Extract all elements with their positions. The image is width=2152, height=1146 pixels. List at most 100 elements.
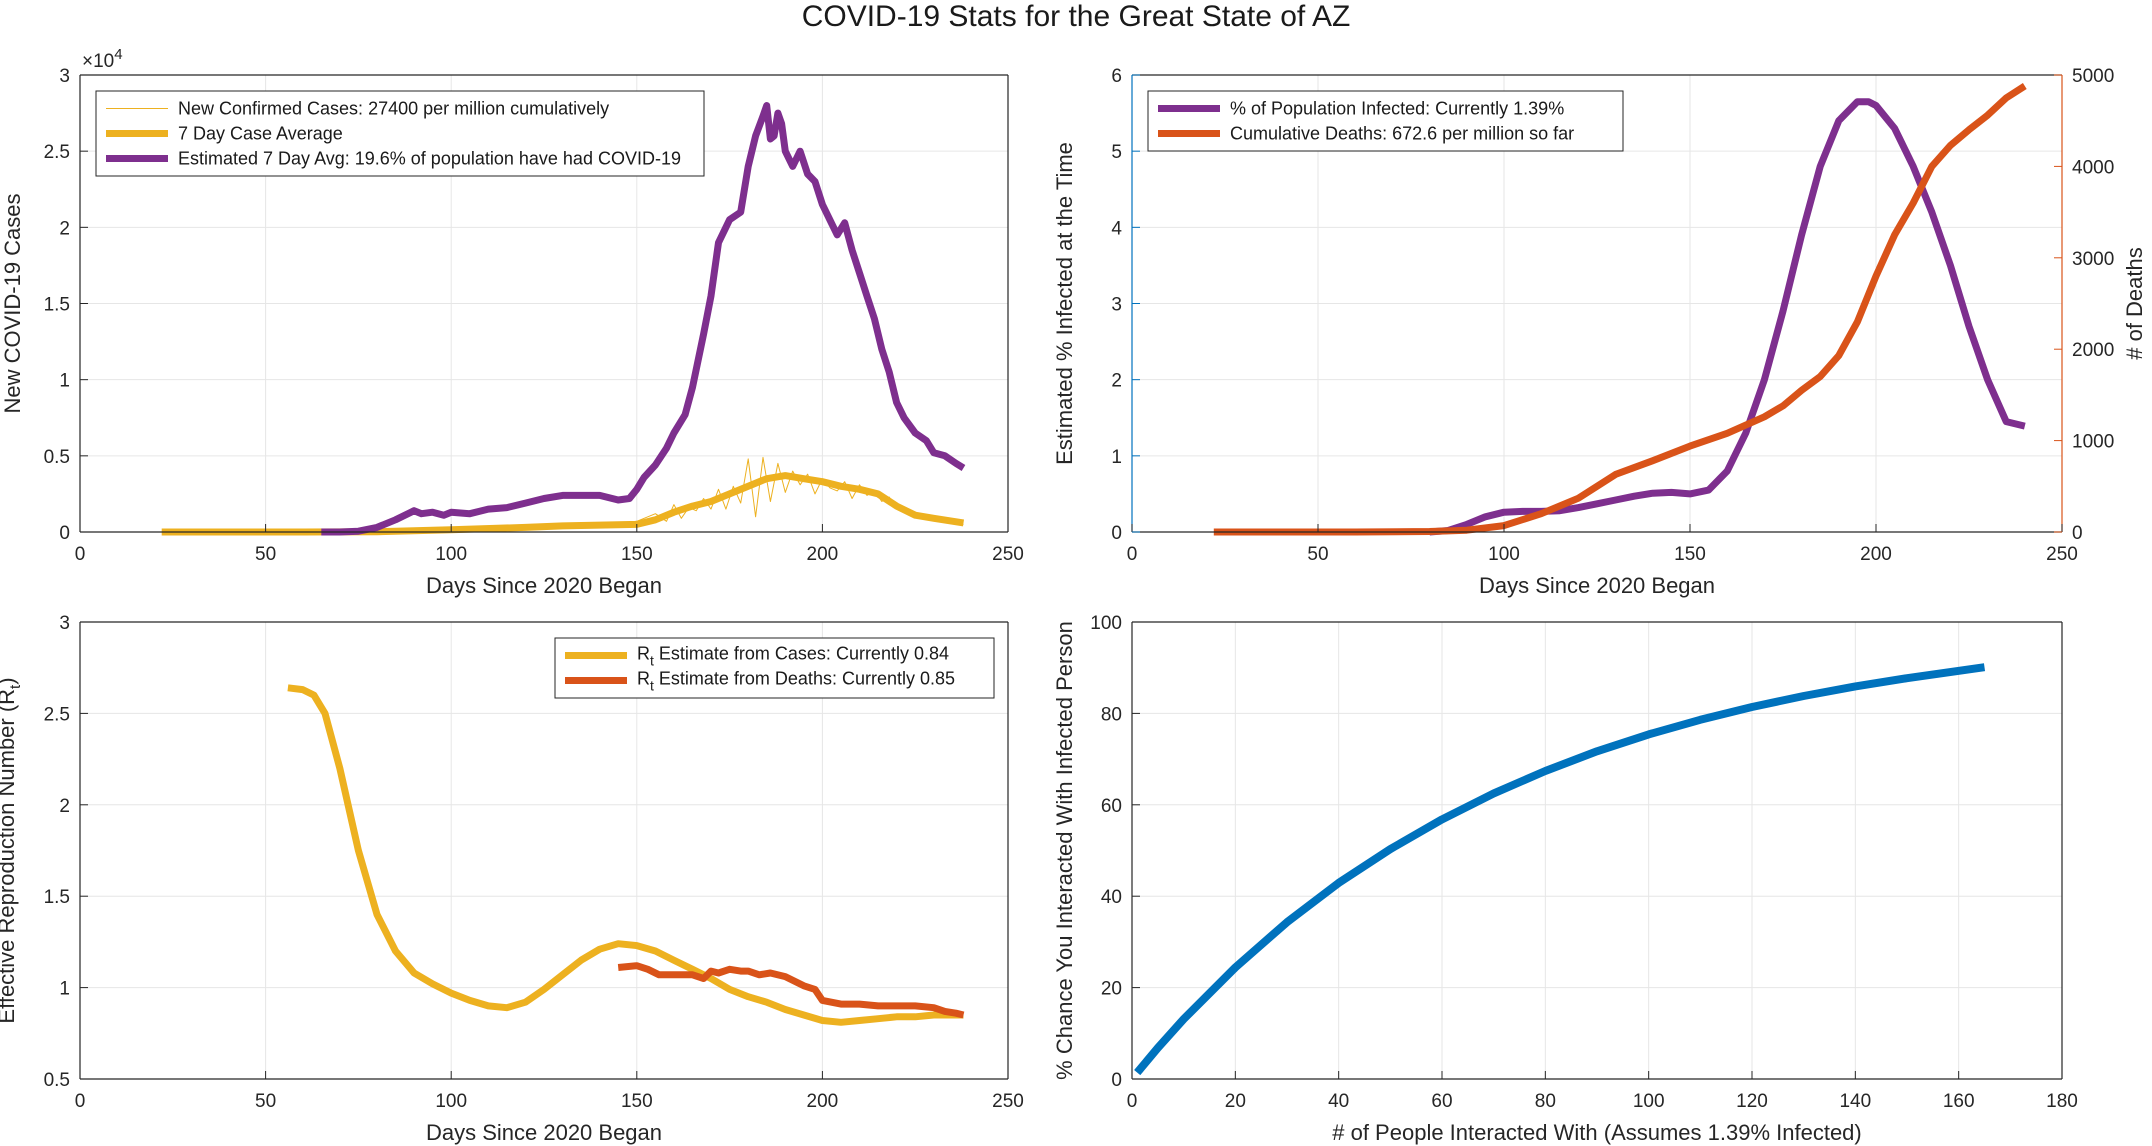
x-tick-label: 250: [2046, 544, 2078, 565]
chart-cases: 0 50 100 150 200 250 0 0.5 1 1.5 2 2.5 3 ×104 Days Sin…: [0, 46, 1024, 598]
legend: New Confirmed Cases: 27400 per million c…: [95, 90, 705, 177]
x-axis-label: Days Since 2020 Began: [426, 1120, 662, 1145]
legend-label-part: R: [637, 644, 650, 664]
y-tick-label: 4: [1111, 218, 1122, 239]
y-axis-label-part: Effective Reproduction Number (R: [0, 689, 19, 1024]
x-tick-label: 40: [1328, 1091, 1349, 1112]
y-tick-label: 2.5: [44, 142, 70, 163]
y-tick-label: 3: [1111, 295, 1122, 316]
y-tick-label: 0.5: [44, 1070, 70, 1091]
x-tick-label: 80: [1535, 1091, 1556, 1112]
y-tick-label: 1: [59, 979, 70, 1000]
figure-title: COVID-19 Stats for the Great State of AZ: [802, 0, 1351, 33]
x-tick-label: 150: [621, 1091, 653, 1112]
legend-label-part: t: [650, 653, 654, 669]
y-exponent-power: 4: [114, 46, 122, 63]
y-tick-label: 2: [59, 796, 70, 817]
legend-label-part: R: [637, 669, 650, 689]
y-tick-label: 100: [1090, 613, 1122, 634]
y-exponent-label: ×104: [82, 46, 123, 72]
legend-label: Estimated 7 Day Avg: 19.6% of population…: [178, 149, 681, 169]
x-tick-label: 100: [435, 544, 467, 565]
y2-tick-label: 1000: [2072, 432, 2114, 453]
y-tick-label: 1.5: [44, 295, 70, 316]
y2-tick-label: 3000: [2072, 249, 2114, 270]
y-tick-label: 3: [59, 66, 70, 87]
x-tick-label: 0: [75, 1091, 86, 1112]
x-axis-label: # of People Interacted With (Assumes 1.3…: [1332, 1120, 1862, 1145]
x-tick-label: 200: [807, 1091, 839, 1112]
legend-label: 7 Day Case Average: [178, 124, 343, 144]
series-line-2: [1213, 83, 2027, 536]
legend-label-part: Estimate from Cases: Currently 0.84: [654, 644, 949, 664]
y-exponent-base: ×10: [82, 51, 114, 72]
x-tick-label: 180: [2046, 1091, 2078, 1112]
x-tick-label: 50: [255, 544, 276, 565]
legend-box: [1147, 90, 1624, 152]
series-line-2: [617, 962, 965, 1019]
legend-label-part: t: [650, 678, 654, 694]
x-tick-label: 200: [807, 544, 839, 565]
x-tick-label: 100: [1488, 544, 1520, 565]
y2-axis-label: # of Deaths: [2122, 247, 2147, 360]
x-tick-label: 20: [1225, 1091, 1246, 1112]
legend-label: Rt Estimate from Deaths: Currently 0.85: [637, 669, 955, 694]
series-line-2: [161, 472, 965, 536]
y-tick-label: 1: [1111, 447, 1122, 468]
y-tick-label: 6: [1111, 66, 1122, 87]
chart-infected-deaths: 0 50 100 150 200 2500123456010002000300040005…: [1052, 66, 2147, 598]
legend-box: [95, 90, 705, 177]
x-tick-label: 140: [1839, 1091, 1871, 1112]
y-axis-label-part: ): [0, 677, 19, 684]
x-tick-label: 200: [1860, 544, 1892, 565]
x-tick-label: 60: [1431, 1091, 1452, 1112]
series-line-3: [321, 102, 966, 536]
legend-label: Cumulative Deaths: 672.6 per million so …: [1230, 124, 1574, 144]
x-axis-label: Days Since 2020 Began: [426, 573, 662, 598]
chart-rt: 0 50 100 150 200 250 0.5 1 1.5 2 2.5 3 Days Since 20…: [0, 613, 1024, 1145]
y-tick-label: 1.5: [44, 887, 70, 908]
series-line-1: [1134, 663, 1986, 1076]
y-tick-label: 2: [59, 218, 70, 239]
y-axis-label: New COVID-19 Cases: [0, 193, 25, 413]
x-tick-label: 150: [621, 544, 653, 565]
legend-label: New Confirmed Cases: 27400 per million c…: [178, 99, 609, 119]
y-tick-label: 2: [1111, 371, 1122, 392]
x-tick-label: 0: [1127, 544, 1138, 565]
x-tick-label: 50: [1307, 544, 1328, 565]
y-tick-label: 80: [1101, 704, 1122, 725]
legend-label: Rt Estimate from Cases: Currently 0.84: [637, 644, 949, 669]
y2-tick-label: 5000: [2072, 66, 2114, 87]
y-tick-label: 2.5: [44, 704, 70, 725]
y-tick-label: 0: [59, 523, 70, 544]
y-tick-label: 40: [1101, 887, 1122, 908]
legend-label: % of Population Infected: Currently 1.39…: [1230, 99, 1564, 119]
y-axis-label: Effective Reproduction Number (Rt): [0, 677, 24, 1023]
legend: % of Population Infected: Currently 1.39…: [1147, 90, 1624, 152]
series-line-1: [287, 684, 964, 1026]
y2-tick-label: 2000: [2072, 340, 2114, 361]
legend-label-part: Estimate from Deaths: Currently 0.85: [654, 669, 955, 689]
y-axis-label-part: t: [7, 684, 24, 689]
y-tick-label: 1: [59, 371, 70, 392]
x-tick-label: 100: [435, 1091, 467, 1112]
gridlines: [1131, 621, 2063, 1080]
y-tick-label: 5: [1111, 142, 1122, 163]
y-tick-label: 0: [1111, 1070, 1122, 1091]
y2-tick-label: 0: [2072, 523, 2083, 544]
x-axis-label: Days Since 2020 Began: [1479, 573, 1715, 598]
x-tick-label: 50: [255, 1091, 276, 1112]
x-tick-label: 0: [75, 544, 86, 565]
y-tick-label: 3: [59, 613, 70, 634]
x-tick-label: 250: [992, 544, 1024, 565]
y-axis-label: Estimated % Infected at the Time: [1052, 142, 1077, 465]
legend: Rt Estimate from Cases: Currently 0.84Rt…: [554, 637, 995, 699]
legend-box: [554, 637, 995, 699]
x-tick-label: 150: [1674, 544, 1706, 565]
y-tick-label: 60: [1101, 796, 1122, 817]
x-tick-label: 100: [1633, 1091, 1665, 1112]
y-tick-label: 20: [1101, 979, 1122, 1000]
x-tick-label: 0: [1127, 1091, 1138, 1112]
chart-interaction: 0 20 40 60 80 100 120 140 160 180 0 20 40 60 80 100 # of…: [1052, 613, 2078, 1145]
